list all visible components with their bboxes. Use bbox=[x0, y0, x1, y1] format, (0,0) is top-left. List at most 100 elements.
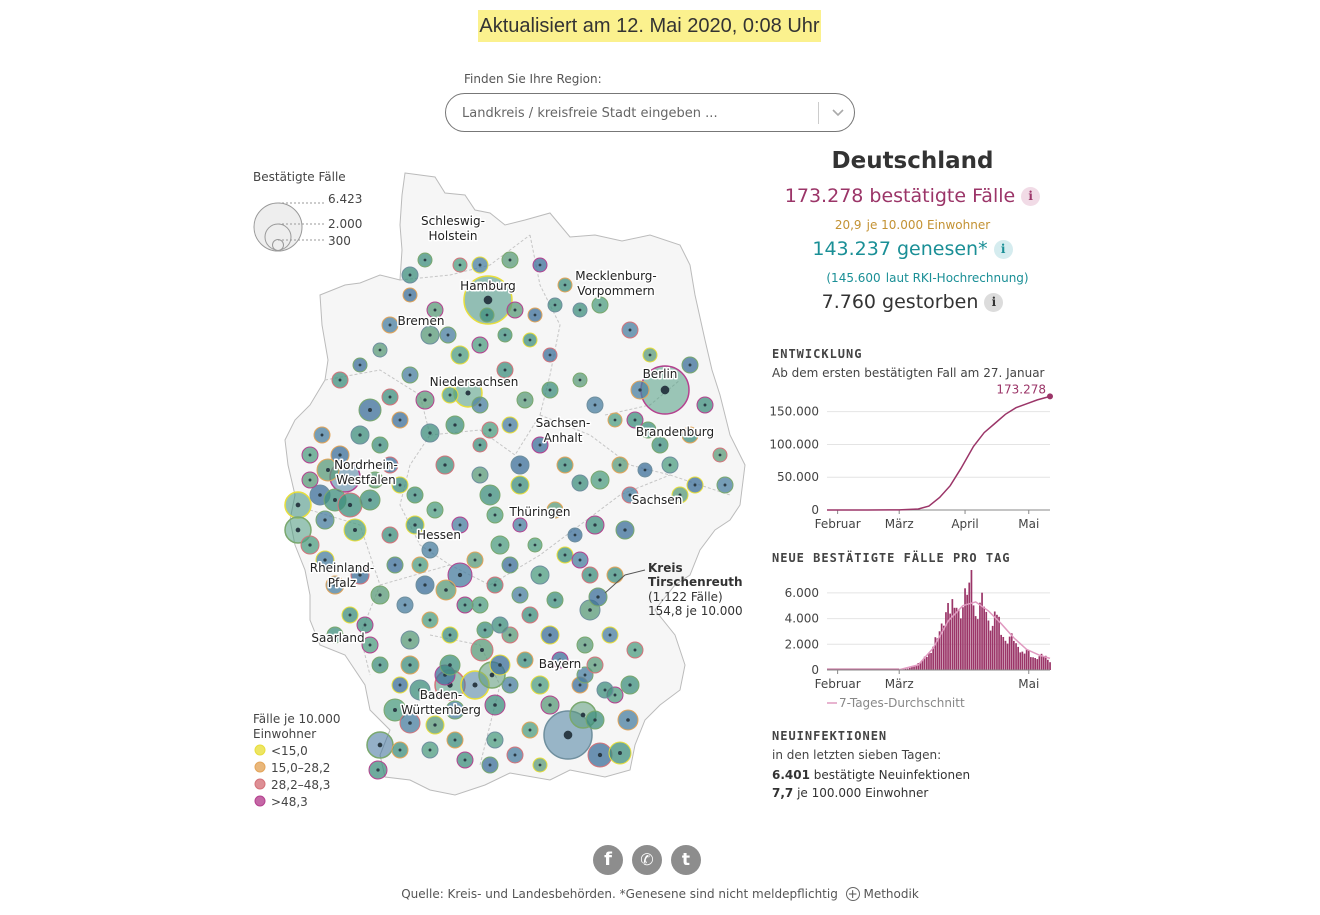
state-label-bw: Baden- bbox=[420, 688, 463, 702]
district-center-dot bbox=[423, 583, 427, 587]
district-center-dot bbox=[428, 333, 432, 337]
district-center-dot bbox=[498, 663, 502, 667]
daily-cases-chart[interactable]: 0 2.000 4.000 6.000 Februar März Mai 7-Tages-Du… bbox=[765, 570, 1065, 715]
daily-bar bbox=[930, 653, 932, 670]
district-center-dot bbox=[483, 628, 487, 632]
deaths-count: 7.760 gestorben bbox=[821, 291, 979, 313]
district-center-dot bbox=[418, 563, 422, 567]
district-center-dot bbox=[423, 258, 427, 262]
annotation-line: 154,8 je 10.000 bbox=[648, 604, 743, 618]
daily-bar bbox=[955, 607, 958, 670]
legend-swatch bbox=[254, 744, 266, 756]
district-center-dot bbox=[413, 523, 417, 527]
rki-label: laut RKI-Hochrechnung) bbox=[885, 271, 1029, 285]
district-center-dot bbox=[398, 483, 402, 487]
district-center-dot bbox=[498, 543, 502, 547]
info-icon[interactable]: i bbox=[1021, 187, 1041, 206]
info-icon[interactable]: i bbox=[993, 240, 1013, 259]
state-label-sachsen: Sachsen bbox=[632, 493, 682, 507]
district-center-dot bbox=[453, 708, 457, 712]
daily-bar bbox=[928, 653, 930, 670]
district-center-dot bbox=[508, 563, 512, 567]
district-center-dot bbox=[478, 343, 482, 347]
district-center-dot bbox=[393, 563, 397, 567]
daily-bar bbox=[943, 625, 945, 670]
district-center-dot bbox=[478, 603, 482, 607]
daily-bar bbox=[923, 656, 926, 670]
district-center-dot bbox=[528, 338, 532, 342]
region-finder[interactable] bbox=[445, 93, 855, 132]
district-center-dot bbox=[580, 712, 586, 718]
district-center-dot bbox=[489, 672, 495, 678]
annotation-line: Kreis bbox=[648, 561, 683, 575]
district-center-dot bbox=[398, 683, 402, 687]
daily-bar bbox=[934, 637, 937, 670]
district-center-dot bbox=[553, 508, 557, 512]
district-center-dot bbox=[533, 543, 537, 547]
methodik-link[interactable]: Methodik bbox=[863, 887, 919, 901]
state-label-mecklenburg: Mecklenburg- bbox=[575, 269, 657, 283]
district-center-dot bbox=[463, 758, 467, 762]
deaths-row: 7.760 gestorben i bbox=[760, 291, 1065, 313]
size-legend-circle-small bbox=[272, 239, 284, 251]
plus-icon[interactable]: + bbox=[845, 887, 860, 901]
region-search-input[interactable] bbox=[462, 103, 812, 123]
facebook-icon[interactable]: f bbox=[593, 845, 623, 875]
daily-bar bbox=[951, 599, 954, 670]
size-legend: Bestätigte Fälle 6.423 2.000 300 bbox=[253, 170, 362, 252]
state-label-berlin: Berlin bbox=[643, 367, 678, 381]
state-label-bw: Württemberg bbox=[401, 703, 481, 717]
district-center-dot bbox=[563, 730, 573, 740]
district-center-dot bbox=[358, 433, 362, 437]
district-center-dot bbox=[593, 403, 597, 407]
district-center-dot bbox=[503, 368, 507, 372]
district-center-dot bbox=[448, 633, 452, 637]
daily-bar bbox=[981, 592, 983, 670]
district-center-dot bbox=[508, 423, 512, 427]
district-center-dot bbox=[518, 523, 522, 527]
district-center-dot bbox=[458, 523, 462, 527]
district-center-dot bbox=[518, 593, 522, 597]
district-center-dot bbox=[597, 752, 603, 758]
district-center-dot bbox=[503, 333, 507, 337]
per-10000-row: 20,9 je 10.000 Einwohner bbox=[760, 214, 1065, 233]
district-center-dot bbox=[320, 433, 324, 437]
district-center-dot bbox=[478, 473, 482, 477]
district-center-dot bbox=[668, 463, 672, 467]
daily-bar bbox=[1004, 640, 1007, 670]
state-label-hessen: Hessen bbox=[417, 528, 461, 542]
whatsapp-icon[interactable]: ✆ bbox=[632, 845, 662, 875]
info-icon[interactable]: i bbox=[984, 293, 1004, 312]
district-center-dot bbox=[508, 258, 512, 262]
district-center-dot bbox=[628, 493, 632, 497]
daily-bar bbox=[1013, 640, 1015, 670]
district-center-dot bbox=[523, 398, 527, 402]
daily-bar bbox=[1021, 651, 1024, 670]
district-center-dot bbox=[418, 688, 422, 692]
district-center-dot bbox=[578, 378, 582, 382]
legend-label: 28,2–48,3 bbox=[271, 778, 330, 792]
daily-bar bbox=[1006, 643, 1009, 670]
district-circles[interactable] bbox=[284, 251, 734, 780]
daily-bar bbox=[940, 623, 943, 670]
daily-bar bbox=[976, 619, 979, 670]
germany-map[interactable]: Bestätigte Fälle 6.423 2.000 300 Schlesw… bbox=[250, 165, 750, 815]
district-center-dot bbox=[528, 613, 532, 617]
region-finder-label: Finden Sie Ihre Region: bbox=[464, 72, 602, 86]
daily-bar bbox=[985, 611, 988, 670]
state-label-schleswig-holstein: Schleswig- bbox=[421, 214, 485, 228]
daily-bar bbox=[1044, 655, 1047, 670]
district-center-dot bbox=[538, 763, 542, 767]
district-center-dot bbox=[593, 663, 597, 667]
per-10000-label: je 10.000 Einwohner bbox=[866, 218, 991, 232]
district-center-dot bbox=[308, 453, 312, 457]
district-center-dot bbox=[323, 558, 327, 562]
neuinfektionen-title: NEUINFEKTIONEN bbox=[772, 729, 888, 743]
twitter-icon[interactable]: t bbox=[671, 845, 701, 875]
daily-bar bbox=[968, 582, 971, 670]
cumulative-chart[interactable]: 0 50.000 100.000 150.000 Februar März April Mai… bbox=[765, 380, 1065, 540]
district-center-dot bbox=[408, 373, 412, 377]
size-legend-title: Bestätigte Fälle bbox=[253, 170, 346, 184]
chevron-down-icon[interactable] bbox=[828, 102, 848, 124]
district-center-dot bbox=[333, 583, 337, 587]
